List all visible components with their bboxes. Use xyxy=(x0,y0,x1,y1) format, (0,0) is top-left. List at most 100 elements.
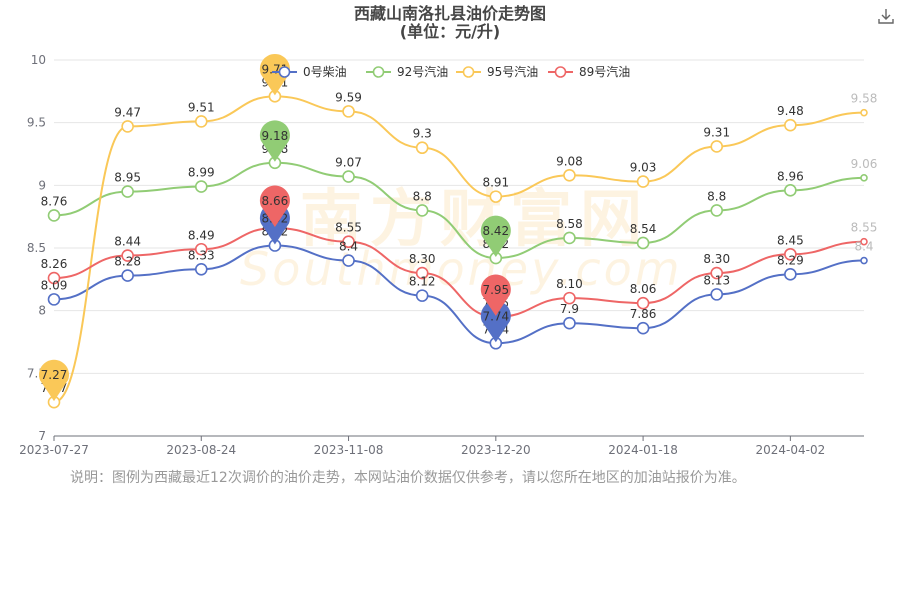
data-label: 7.9 xyxy=(560,302,579,316)
y-tick-label: 8 xyxy=(38,304,46,318)
data-label: 9.07 xyxy=(335,156,362,170)
data-point xyxy=(563,291,576,305)
data-label: 9.31 xyxy=(703,125,730,139)
marker-pin xyxy=(480,274,511,316)
data-label: 8.10 xyxy=(556,277,583,291)
y-tick-label: 10 xyxy=(31,53,46,67)
extreme-marker: 8.66 xyxy=(259,185,290,227)
legend-label: 95号汽油 xyxy=(487,64,538,79)
data-point xyxy=(860,237,868,246)
legend-symbol xyxy=(554,66,567,78)
data-label: 8.28 xyxy=(114,255,141,269)
data-label: 9.08 xyxy=(556,154,583,168)
data-point xyxy=(636,321,650,335)
data-point xyxy=(415,204,429,217)
data-point xyxy=(121,269,134,282)
marker-pin xyxy=(480,300,511,343)
data-label: 8.58 xyxy=(556,217,583,231)
data-point xyxy=(860,174,868,182)
data-label: 8.55 xyxy=(335,221,362,235)
data-point xyxy=(121,249,134,262)
data-point xyxy=(563,169,576,182)
marker-label: 7.27 xyxy=(41,368,68,382)
data-label: 8.91 xyxy=(482,176,509,190)
y-tick-label: 9.5 xyxy=(27,116,46,130)
x-tick-label: 2024-01-18 xyxy=(608,443,678,457)
data-point xyxy=(342,235,355,249)
data-point xyxy=(784,268,797,281)
data-point xyxy=(636,296,650,310)
data-point xyxy=(489,190,503,203)
data-label: 8.8 xyxy=(707,189,726,203)
data-point xyxy=(860,108,868,117)
x-tick-label: 2023-08-24 xyxy=(166,443,236,457)
y-tick-label: 7 xyxy=(38,429,46,443)
legend-item[interactable]: 95号汽油 xyxy=(456,64,538,79)
data-point xyxy=(563,231,576,245)
extreme-marker: 8.42 xyxy=(480,215,511,258)
data-label: 8.33 xyxy=(188,248,215,262)
data-label: 9.58 xyxy=(851,92,878,106)
y-tick-label: 9 xyxy=(38,178,46,192)
legend-item[interactable]: 89号汽油 xyxy=(548,64,630,79)
data-point xyxy=(121,120,134,133)
marker-label: 7.95 xyxy=(482,283,509,297)
legend-symbol xyxy=(278,66,291,78)
data-label: 8.26 xyxy=(41,257,68,271)
data-label: 9.3 xyxy=(413,127,432,141)
data-label: 8.8 xyxy=(413,189,432,203)
legend-symbol xyxy=(372,66,385,78)
data-label: 8.95 xyxy=(114,171,141,185)
data-label: 8.13 xyxy=(703,273,730,287)
y-tick-label: 8.5 xyxy=(27,241,46,255)
data-point xyxy=(636,175,650,188)
data-point xyxy=(563,316,576,330)
legend-label: 0号柴油 xyxy=(303,65,347,79)
data-label: 9.48 xyxy=(777,104,804,118)
data-label: 8.49 xyxy=(188,228,215,242)
data-label: 8.96 xyxy=(777,169,804,183)
data-point xyxy=(194,180,208,193)
data-label: 9.06 xyxy=(851,157,878,171)
data-point xyxy=(194,242,208,256)
watermark-en: Southmoney.com xyxy=(240,242,683,296)
data-label: 9.03 xyxy=(630,161,657,175)
data-point xyxy=(342,105,355,118)
data-label: 8.55 xyxy=(851,221,878,235)
extreme-marker: 9.18 xyxy=(259,120,290,162)
data-label: 8.06 xyxy=(630,282,657,296)
data-point xyxy=(415,141,429,155)
data-label: 8.45 xyxy=(777,233,804,247)
extreme-marker: 7.74 xyxy=(480,300,511,343)
data-point xyxy=(194,263,208,276)
chart-title: 西藏山南洛扎县油价走势图 xyxy=(353,4,546,23)
marker-label: 8.42 xyxy=(482,224,509,238)
marker-label: 9.18 xyxy=(262,129,289,143)
data-point xyxy=(342,170,355,183)
x-tick-label: 2023-11-08 xyxy=(314,443,384,457)
marker-pin xyxy=(259,120,290,162)
data-point xyxy=(710,204,724,217)
download-icon[interactable] xyxy=(876,6,896,26)
marker-pin xyxy=(480,215,511,258)
data-point xyxy=(47,209,61,222)
data-point xyxy=(121,185,134,198)
legend-item[interactable]: 92号汽油 xyxy=(366,64,448,79)
data-point xyxy=(710,140,724,153)
data-point xyxy=(194,115,208,128)
x-tick-label: 2023-07-27 xyxy=(19,443,89,457)
data-label: 8.44 xyxy=(114,235,141,249)
line-chart: 南方财富网 Southmoney.com 77.588.599.5102023-… xyxy=(19,53,878,457)
data-point xyxy=(415,266,429,280)
data-label: 8.76 xyxy=(41,194,68,208)
data-label: 9.51 xyxy=(188,100,215,114)
data-label: 8.09 xyxy=(41,278,68,292)
data-label: 8.30 xyxy=(703,252,730,266)
data-point xyxy=(710,288,724,301)
legend-item[interactable]: 0号柴油 xyxy=(272,65,347,79)
data-label: 8.54 xyxy=(630,222,657,236)
chart-subtitle: (单位：元/升) xyxy=(399,22,501,41)
extreme-marker: 7.27 xyxy=(39,359,69,402)
data-label: 8.4 xyxy=(854,240,873,254)
legend-label: 89号汽油 xyxy=(579,64,630,79)
